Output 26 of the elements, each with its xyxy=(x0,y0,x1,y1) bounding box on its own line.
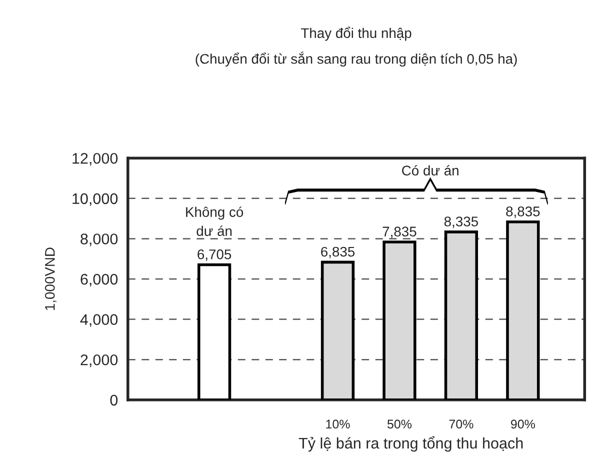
x-tick-label: 10% xyxy=(326,420,350,429)
annotation: Không có dư án xyxy=(186,206,244,236)
x-tick-label: 90% xyxy=(510,420,535,429)
bar xyxy=(382,240,416,400)
data-label: 8,335 xyxy=(444,216,478,228)
data-label: 8,835 xyxy=(506,206,540,218)
x-tick-label: 50% xyxy=(387,420,412,429)
data-label: 7,835 xyxy=(382,226,416,238)
bar xyxy=(197,263,232,400)
y-tick-label: 0 xyxy=(110,394,118,406)
y-tick-label: 6,000 xyxy=(80,274,118,286)
bar xyxy=(444,230,478,400)
bar xyxy=(320,260,355,400)
x-axis-title: Tỷ lệ bán ra trong tổng thu hoạch xyxy=(298,436,523,452)
x-tick-label: 70% xyxy=(449,420,474,429)
annotation: Có dư án xyxy=(402,165,458,176)
y-tick-label: 8,000 xyxy=(80,234,118,246)
y-tick-label: 12,000 xyxy=(72,152,118,166)
data-label: 6,835 xyxy=(321,246,355,258)
bar xyxy=(506,220,540,400)
data-label: 6,705 xyxy=(198,249,232,261)
chart-title: Thay đổi thu nhập (Chuyển đổi từ sắn sang rau trong diện tích 0,05 ha) xyxy=(196,26,517,67)
y-tick-label: 10,000 xyxy=(72,193,118,206)
y-axis-title: 1,000VND xyxy=(44,248,56,310)
y-tick-label: 2,000 xyxy=(80,354,118,368)
y-tick-label: 4,000 xyxy=(80,314,118,327)
